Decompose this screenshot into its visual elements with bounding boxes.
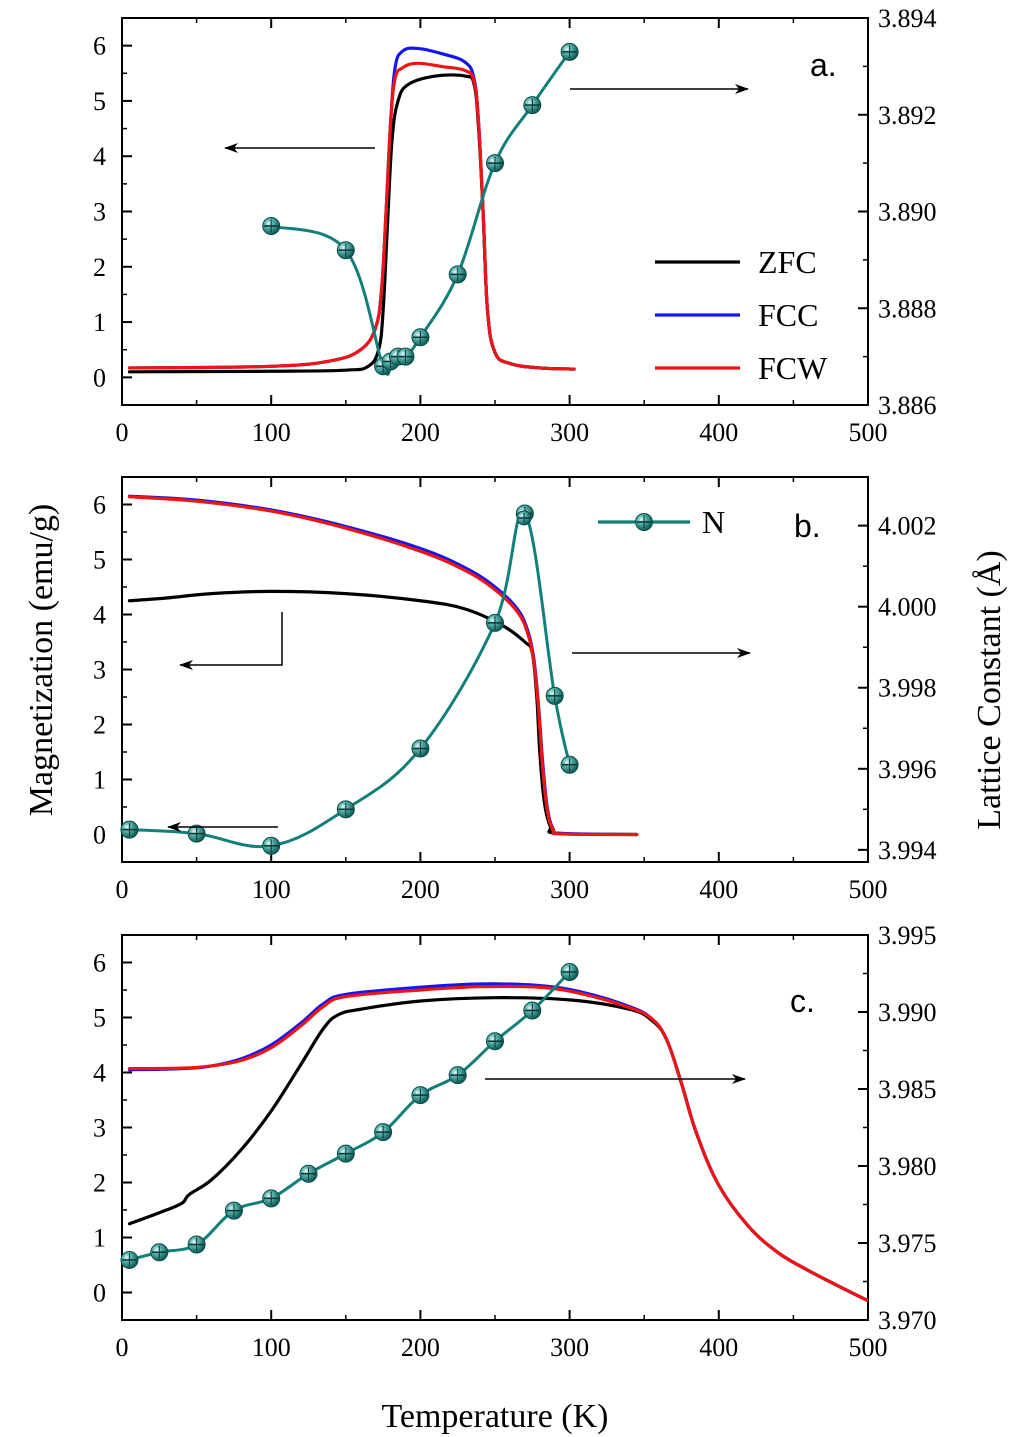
series-line-lattice (127, 970, 572, 1262)
y-right-tick-label: 4.002 (878, 512, 937, 541)
plot-area (127, 46, 576, 376)
y-left-tick-label: 3 (93, 198, 106, 227)
series-line-zfc (127, 589, 639, 837)
series-line-fcw (127, 61, 576, 371)
y-left-tick-label: 4 (93, 142, 106, 171)
y-left-tick-label: 2 (93, 253, 106, 282)
x-tick-label: 300 (550, 1333, 589, 1362)
y-right-tick-label: 3.886 (878, 391, 937, 420)
panel-a: 0 100 200 300 400 500 0 1 2 3 4 5 6 3.886 3.888 3.890 3.… (93, 4, 937, 447)
x-tick-label: 500 (849, 1333, 888, 1362)
x-tick-label: 100 (252, 1333, 291, 1362)
x-tick-label: 100 (252, 418, 291, 447)
series-line-fcw (127, 984, 868, 1303)
y-left-tick-label: 2 (93, 1169, 106, 1198)
x-tick-label: 300 (550, 875, 589, 904)
x-tick-label: 400 (699, 418, 738, 447)
y-right-tick-label: 3.970 (878, 1306, 937, 1335)
series-line-n (127, 510, 572, 849)
series-line-zfc (127, 73, 576, 374)
x-tick-label: 0 (116, 1333, 129, 1362)
y-left-tick-label: 1 (93, 1224, 106, 1253)
panel-label: c. (790, 983, 815, 1019)
plot-frame (121, 17, 869, 406)
y-right-tick-label: 3.998 (878, 674, 937, 703)
x-tick-label: 400 (699, 875, 738, 904)
series-line-fcw (127, 495, 639, 837)
y-right-tick-label: 4.000 (878, 593, 937, 622)
y-left-tick-label: 4 (93, 1059, 106, 1088)
y-right-tick-label: 3.996 (878, 755, 937, 784)
series-line-fcc (127, 982, 868, 1303)
x-axis-title: Temperature (K) (382, 1398, 609, 1435)
x-tick-label: 500 (849, 418, 888, 447)
y-left-tick-label: 1 (93, 766, 106, 795)
legend-label-fcw: FCW (758, 350, 828, 386)
panel-b: 0 100 200 300 400 500 0 1 2 3 4 5 6 3.994 3.996 3.998 4.… (93, 476, 937, 904)
y-left-tick-label: 0 (93, 821, 106, 850)
y-left-tick-label: 5 (93, 87, 106, 116)
panel-label: a. (810, 47, 837, 83)
y-right-tick-label: 3.995 (878, 921, 937, 950)
y-right-tick-label: 3.975 (878, 1229, 937, 1258)
x-tick-label: 0 (116, 875, 129, 904)
legend-label-n: N (702, 504, 725, 540)
x-tick-label: 0 (116, 418, 129, 447)
y-left-tick-label: 0 (93, 1279, 106, 1308)
plot-frame (121, 476, 869, 863)
y-left-tick-label: 5 (93, 1004, 106, 1033)
left-axis-title: Magnetization (emu/g) (23, 504, 60, 817)
x-tick-label: 300 (550, 418, 589, 447)
legend-label-fcc: FCC (758, 297, 818, 333)
series-line-fcc (127, 46, 576, 371)
legend-label-zfc: ZFC (758, 244, 817, 280)
y-left-tick-label: 6 (93, 32, 106, 61)
y-left-tick-label: 6 (93, 949, 106, 978)
y-left-tick-label: 6 (93, 491, 106, 520)
plot-area (127, 494, 639, 849)
y-left-tick-label: 2 (93, 711, 106, 740)
panel-c: 0 100 200 300 400 500 0 1 2 3 4 5 6 3.970 3.975 3.980 3.… (93, 822, 937, 1362)
y-left-tick-label: 3 (93, 656, 106, 685)
y-right-tick-label: 3.890 (878, 198, 937, 227)
y-right-tick-label: 3.888 (878, 294, 937, 323)
panel-label: b. (794, 508, 821, 544)
y-left-tick-label: 0 (93, 363, 106, 392)
y-right-tick-label: 3.994 (878, 836, 937, 865)
x-tick-label: 200 (401, 1333, 440, 1362)
y-right-tick-label: 3.894 (878, 4, 937, 33)
y-right-tick-label: 3.892 (878, 101, 937, 130)
right-axis-title: Lattice Constant (Å) (971, 550, 1008, 829)
x-tick-label: 200 (401, 875, 440, 904)
y-right-tick-label: 3.990 (878, 998, 937, 1027)
plot-area (127, 970, 868, 1303)
y-right-tick-label: 3.980 (878, 1152, 937, 1181)
y-left-tick-label: 5 (93, 546, 106, 575)
x-tick-label: 100 (252, 875, 291, 904)
x-tick-label: 200 (401, 418, 440, 447)
x-tick-label: 500 (849, 875, 888, 904)
y-left-tick-label: 4 (93, 601, 106, 630)
y-right-tick-label: 3.985 (878, 1075, 937, 1104)
annotation-arrow (179, 612, 283, 670)
plot-frame (121, 934, 869, 1321)
y-left-tick-label: 3 (93, 1114, 106, 1143)
x-tick-label: 400 (699, 1333, 738, 1362)
y-left-tick-label: 1 (93, 308, 106, 337)
panels: 0 100 200 300 400 50001234563.8863.8883.8903.… (93, 4, 937, 1362)
